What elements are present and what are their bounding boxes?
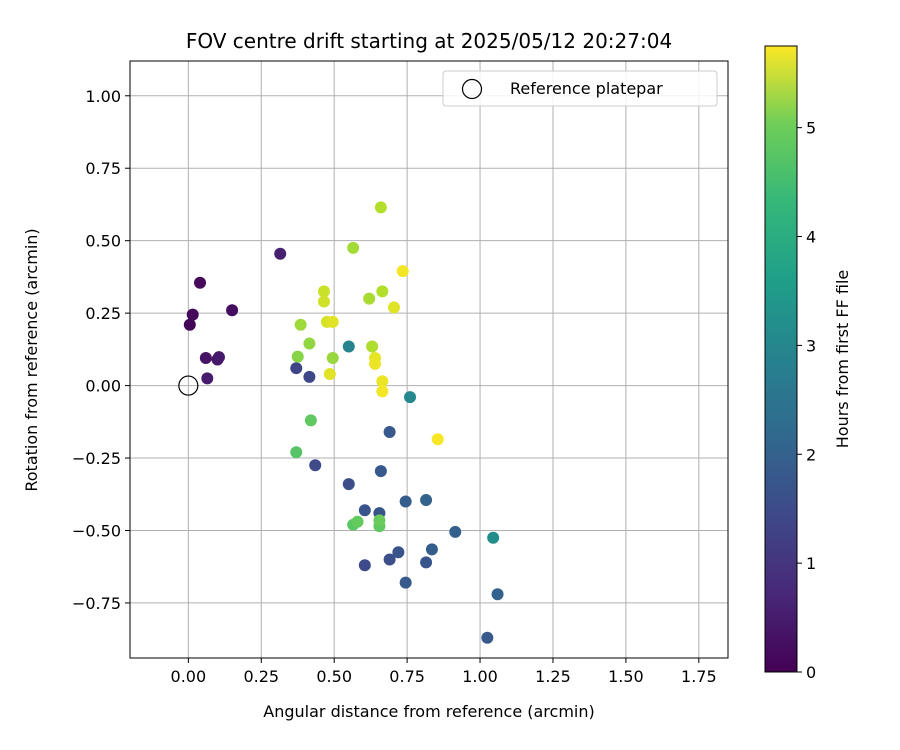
grid	[130, 61, 728, 658]
colorbar-tick-label: 5	[806, 119, 816, 138]
colorbar-label: Hours from first FF file	[833, 270, 852, 449]
data-point	[226, 304, 239, 317]
data-points	[178, 201, 504, 644]
colorbar-tick-label: 3	[806, 336, 816, 355]
y-axis-label: Rotation from reference (arcmin)	[22, 228, 41, 491]
x-tick-label: 0.00	[171, 667, 207, 686]
y-axis: −0.75 −0.50 −0.25 0.00 0.25 0.50 0.75 1.00	[72, 87, 130, 613]
data-point	[326, 315, 339, 328]
data-point	[326, 352, 339, 365]
data-point	[449, 525, 462, 538]
x-tick-label: 0.25	[243, 667, 279, 686]
y-tick-label: 1.00	[85, 87, 121, 106]
data-point	[290, 362, 303, 375]
data-point	[392, 546, 405, 559]
data-point	[431, 433, 444, 446]
data-point	[309, 459, 322, 472]
colorbar: 0 1 2 3 4 5 Hours from first FF file	[764, 45, 852, 682]
data-point	[194, 276, 207, 289]
data-point	[304, 414, 317, 427]
data-point	[358, 559, 371, 572]
data-point	[317, 285, 330, 298]
x-tick-label: 1.25	[535, 667, 571, 686]
data-point	[183, 318, 196, 331]
x-tick-label: 1.50	[608, 667, 644, 686]
data-point	[387, 301, 400, 314]
data-point	[323, 367, 336, 380]
reference-platepar-marker	[178, 375, 199, 396]
data-point	[404, 391, 417, 404]
data-point	[481, 631, 494, 644]
data-point	[186, 308, 199, 321]
data-point	[373, 514, 386, 527]
y-tick-label: 0.75	[85, 159, 121, 178]
data-point	[376, 285, 389, 298]
data-point	[303, 337, 316, 350]
data-point	[399, 495, 412, 508]
data-point	[351, 515, 364, 528]
data-point	[291, 350, 304, 363]
data-point	[303, 370, 316, 383]
y-tick-label: −0.75	[72, 594, 121, 613]
data-point	[212, 351, 225, 364]
legend-box	[442, 70, 718, 107]
data-point	[274, 247, 287, 260]
data-point	[491, 588, 504, 601]
data-point	[399, 576, 412, 589]
plot-area-frame	[129, 60, 729, 659]
data-point	[396, 265, 409, 278]
data-point	[420, 556, 433, 569]
colorbar-tick-label: 2	[806, 445, 816, 464]
data-point	[317, 295, 330, 308]
data-point	[374, 201, 387, 214]
data-point	[358, 504, 371, 517]
x-axis: 0.00 0.25 0.50 0.75 1.00 1.25 1.50 1.75	[171, 658, 717, 686]
y-tick-label: −0.25	[72, 449, 121, 468]
legend-reference-marker	[461, 78, 483, 100]
y-tick-label: 0.50	[85, 232, 121, 251]
data-point	[420, 494, 433, 507]
data-point	[347, 241, 360, 254]
x-axis-label: Angular distance from reference (arcmin)	[263, 702, 594, 721]
colorbar-tick-label: 1	[806, 554, 816, 573]
legend-label: Reference platepar	[510, 79, 663, 98]
legend: Reference platepar	[442, 70, 718, 107]
data-point	[376, 385, 389, 398]
data-point	[363, 292, 376, 305]
data-point	[366, 340, 379, 353]
x-tick-label: 1.75	[681, 667, 717, 686]
data-point	[199, 352, 212, 365]
y-tick-label: 0.00	[85, 377, 121, 396]
data-point	[383, 425, 396, 438]
data-point	[487, 531, 500, 544]
data-point	[201, 372, 214, 385]
data-point	[376, 375, 389, 388]
y-tick-label: −0.50	[72, 521, 121, 540]
data-point	[342, 340, 355, 353]
data-point	[369, 357, 382, 370]
data-point	[342, 478, 355, 491]
data-point	[425, 543, 438, 556]
data-point	[374, 465, 387, 478]
data-point	[383, 553, 396, 566]
colorbar-tick-label: 4	[806, 228, 816, 247]
colorbar-gradient	[764, 45, 798, 673]
data-point	[294, 318, 307, 331]
chart-title: FOV centre drift starting at 2025/05/12 …	[186, 29, 672, 53]
y-tick-label: 0.25	[85, 304, 121, 323]
data-point	[290, 446, 303, 459]
x-tick-label: 0.75	[389, 667, 425, 686]
x-tick-label: 1.00	[462, 667, 498, 686]
colorbar-ticks: 0 1 2 3 4 5	[797, 119, 816, 682]
x-tick-label: 0.50	[316, 667, 352, 686]
colorbar-tick-label: 0	[806, 663, 816, 682]
